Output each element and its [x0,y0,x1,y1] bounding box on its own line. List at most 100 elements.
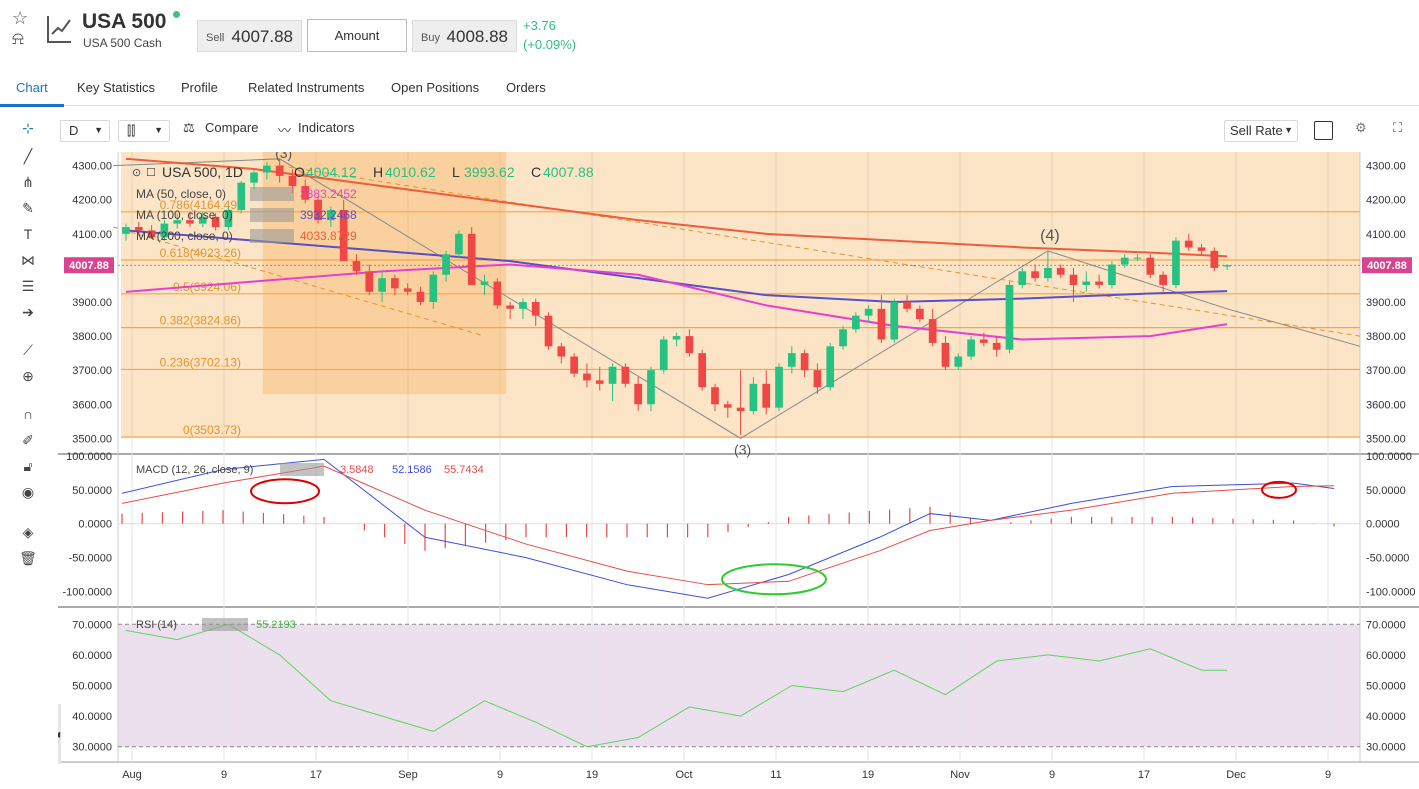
candle [1197,244,1206,255]
legend-macd-label: MACD (12, 26, close, 9) [136,464,253,476]
tab-open-positions[interactable]: Open Positions [391,80,480,95]
compare-button[interactable]: Compare [205,120,259,135]
lock-draw-icon[interactable]: ✐ [22,432,34,448]
legend-ohlc-key: C [531,164,541,180]
candle [711,383,719,412]
trash-icon[interactable]: 🗑︎ [19,550,37,566]
crosshair-icon[interactable]: ⊹ [22,120,34,136]
candle [634,377,643,412]
candle-body [429,274,438,302]
candle-body [224,209,233,227]
fib-trend-line [113,226,485,337]
time-tick-label: Oct [675,769,692,781]
magnet-icon[interactable]: ∩ [22,406,34,422]
candle [1095,274,1103,289]
candle-body [314,199,322,221]
candle [659,336,668,374]
candle-body [570,356,578,374]
ruler-icon[interactable]: ⟋ [23,342,33,358]
instrument-title: USA 500 [82,10,167,33]
text-icon[interactable]: T [23,226,33,242]
settings-gear-icon[interactable]: ⚙ [1355,120,1367,135]
fib-level-label: 0.236(3702.13) [160,355,241,369]
candle [800,349,809,377]
candle [903,295,911,313]
candle [493,278,502,309]
candle [1108,261,1116,289]
current-price-tag-right [1362,257,1412,274]
legend-ohlc-value: 4010.62 [385,164,436,180]
chart-type-dropdown[interactable]: ⫿⫿ ▼ [118,120,170,142]
candle [1056,264,1065,279]
candle [403,283,412,296]
alert-bell-icon[interactable]: ⍾ [12,28,24,48]
instrument-tabs: Chart Key Statistics Profile Related Ins… [0,68,1419,107]
tab-orders[interactable]: Orders [506,80,546,95]
candle-body [134,227,143,231]
compare-icon[interactable]: ⚖ [183,120,195,135]
active-tab-indicator [0,104,64,107]
snapshot-checkbox[interactable] [1314,121,1333,140]
candle [352,254,361,275]
candle [455,230,463,258]
zoom-icon[interactable]: ⊕ [22,368,34,384]
brush-icon[interactable]: ✎ [22,200,34,216]
trendline-icon[interactable]: ╱ [23,148,33,164]
legend-ohlc-key: H [373,164,383,180]
left-axis-tick: -100.0000 [62,586,112,598]
candle-body [403,288,412,292]
candle [391,274,399,296]
interval-dropdown[interactable]: D ▼ [60,120,110,142]
candle [813,363,822,395]
fullscreen-icon[interactable]: ⛶ [1393,120,1403,135]
indicators-icon[interactable]: 〰 [278,123,292,138]
candle-body [839,329,847,347]
tab-related-instruments[interactable]: Related Instruments [248,80,365,95]
price-change-pct: (+0.09%) [523,37,577,52]
candle [365,264,374,296]
candle-body [864,308,873,316]
candle-body [1095,281,1103,285]
candle-body [378,278,386,292]
amount-input[interactable]: Amount [307,19,407,52]
candle [1172,237,1180,289]
chart-icon[interactable] [46,14,72,44]
right-axis-tick: 4100.00 [1366,229,1406,241]
candle [826,342,835,391]
price-chart[interactable]: 1(4344.39)0.786(4164.49)0.618(4023.26)0.… [58,152,1419,789]
left-axis-tick: 3900.00 [72,297,112,309]
candle [211,213,220,231]
legend-rsi-controls [202,618,248,631]
macd-line [121,458,1335,599]
candle [647,366,655,412]
sell-button[interactable]: Sell 4007.88 [197,20,302,52]
tab-key-statistics[interactable]: Key Statistics [77,80,156,95]
buy-button[interactable]: Buy 4008.88 [412,20,517,52]
pitchfork-icon[interactable]: ⋔ [22,174,34,190]
time-tick-label: 19 [586,769,598,781]
candle-body [1018,271,1027,285]
unlock-icon[interactable]: 🔓︎ [23,458,33,474]
fib-icon[interactable]: ☰ [21,278,35,294]
arrow-icon[interactable]: ➔ [22,304,34,320]
star-icon[interactable]: ☆ [12,8,29,28]
left-axis-tick: 30.0000 [72,742,112,754]
pattern-icon[interactable]: ⋈ [21,252,35,268]
price-type-dropdown[interactable]: Sell Rate ▼ [1224,120,1298,142]
candle [1044,250,1052,282]
tab-profile[interactable]: Profile [181,80,218,95]
candle [1210,247,1219,272]
candle-body [263,165,271,173]
time-tick-label: 9 [221,769,227,781]
eye-icon[interactable]: ◉ [21,484,35,500]
layers-icon[interactable]: ◈ [22,524,34,540]
rsi-line [125,623,1228,748]
right-axis-tick: 0.0000 [1366,519,1400,531]
candle-body [685,336,694,354]
collapse-legend-icon: ⊙ [132,167,141,179]
indicators-button[interactable]: Indicators [298,120,355,135]
right-axis-tick: 70.0000 [1366,619,1406,631]
tab-chart[interactable]: Chart [16,80,48,95]
candle [698,349,707,391]
fib-level-label: 0.786(4164.49) [160,198,241,212]
